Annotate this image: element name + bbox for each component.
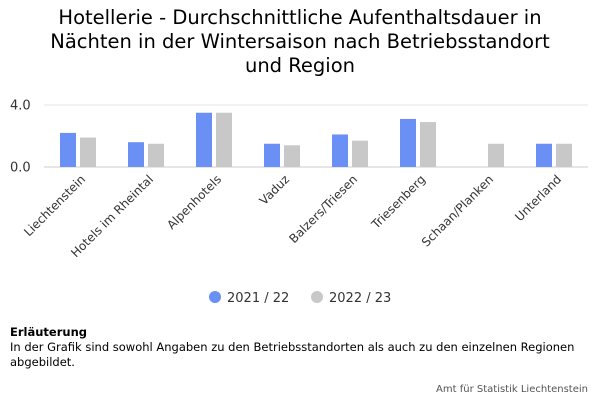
bar <box>352 140 368 167</box>
x-tick-label: Unterland <box>512 172 564 224</box>
x-tick-label: Schaan/Planken <box>419 172 496 249</box>
bar <box>60 132 76 167</box>
legend-label: 2022 / 23 <box>329 291 391 306</box>
legend-label: 2021 / 22 <box>227 291 289 306</box>
bar <box>400 118 416 167</box>
legend: 2021 / 22 2022 / 23 <box>209 291 391 306</box>
legend-marker <box>311 291 323 303</box>
bar <box>128 142 144 167</box>
y-axis-ticks: 0.0 4.0 <box>10 99 31 176</box>
bars <box>60 112 572 167</box>
y-tick-label: 4.0 <box>10 99 31 114</box>
note: Erläuterung In der Grafik sind sowohl An… <box>10 325 595 370</box>
bar <box>80 137 96 167</box>
chart-title: Hotellerie - Durchschnittliche Aufenthal… <box>0 6 600 78</box>
bar <box>148 143 164 167</box>
bar <box>332 134 348 167</box>
x-tick-label: Balzers/Triesen <box>286 172 360 246</box>
chart-title-line: Hotellerie - Durchschnittliche Aufenthal… <box>58 6 542 29</box>
bar <box>536 143 552 167</box>
source-credit: Amt für Statistik Liechtenstein <box>436 384 588 395</box>
bar <box>284 145 300 167</box>
bar <box>556 143 572 167</box>
note-text: In der Grafik sind sowohl Angaben zu den… <box>10 340 575 369</box>
chart-title-line: Nächten in der Wintersaison nach Betrieb… <box>50 30 550 53</box>
bar <box>488 143 504 167</box>
bar <box>196 112 212 167</box>
legend-marker <box>209 291 221 303</box>
x-tick-label: Liechtenstein <box>21 172 88 239</box>
bar <box>216 112 232 167</box>
x-tick-label: Alpenhotels <box>164 172 224 232</box>
x-tick-label: Triesenberg <box>368 172 428 232</box>
note-title: Erläuterung <box>10 325 87 339</box>
x-tick-label: Vaduz <box>257 172 292 207</box>
y-tick-label: 0.0 <box>10 161 31 176</box>
bar <box>264 143 280 167</box>
chart-title-line: und Region <box>244 54 356 77</box>
grid-lines <box>44 104 588 168</box>
bar <box>420 122 436 167</box>
